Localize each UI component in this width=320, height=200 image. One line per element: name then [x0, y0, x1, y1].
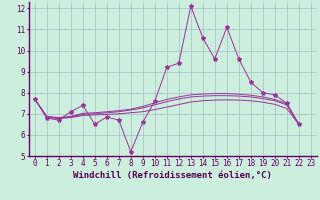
- X-axis label: Windchill (Refroidissement éolien,°C): Windchill (Refroidissement éolien,°C): [73, 171, 272, 180]
